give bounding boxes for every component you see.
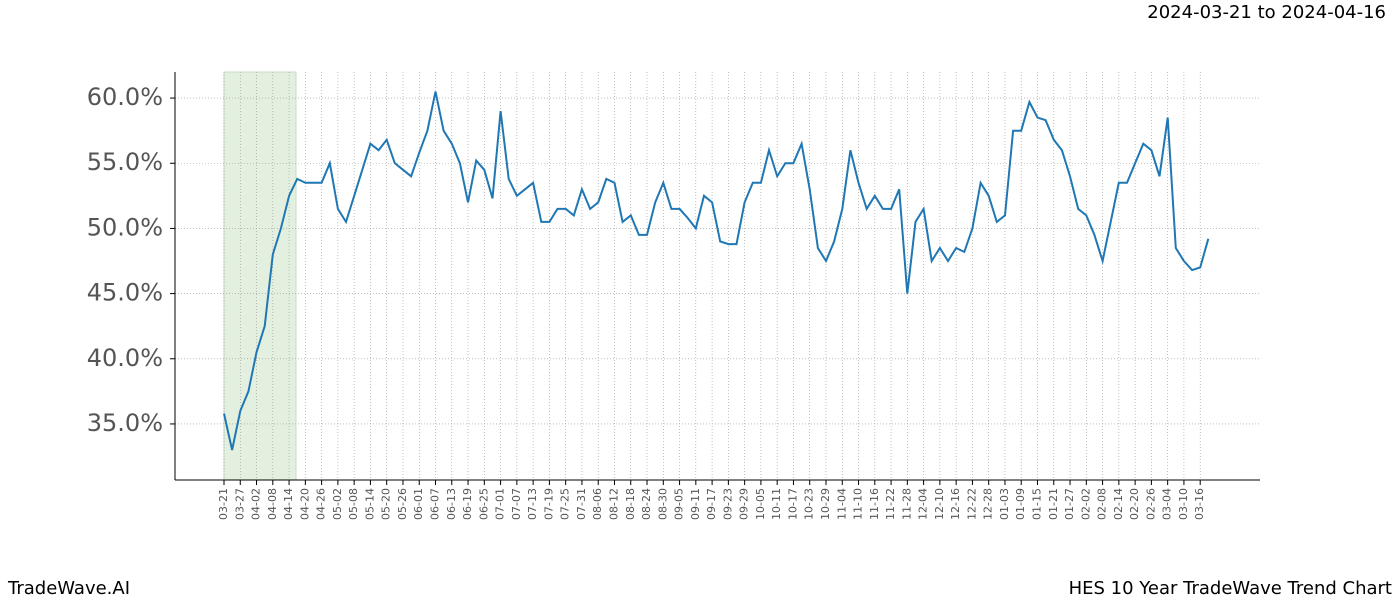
x-tick-label: 01-21 xyxy=(1047,488,1060,520)
x-tick-label: 04-26 xyxy=(315,488,328,520)
x-tick-label: 07-31 xyxy=(575,488,588,520)
y-tick-label: 35.0% xyxy=(87,409,163,437)
x-tick-label: 10-05 xyxy=(754,488,767,520)
x-tick-label: 06-19 xyxy=(461,488,474,520)
x-tick-label: 06-07 xyxy=(429,488,442,520)
x-tick-label: 08-30 xyxy=(656,488,669,520)
x-tick-label: 01-09 xyxy=(1014,488,1027,520)
x-tick-label: 12-16 xyxy=(949,488,962,520)
x-tick-label: 09-05 xyxy=(673,488,686,520)
x-tick-label: 12-10 xyxy=(933,488,946,520)
x-tick-label: 03-21 xyxy=(217,488,230,520)
x-tick-label: 09-11 xyxy=(689,488,702,520)
x-tick-label: 05-14 xyxy=(363,488,376,520)
date-range: 2024-03-21 to 2024-04-16 xyxy=(1147,2,1386,23)
x-tick-label: 05-20 xyxy=(380,488,393,520)
x-tick-label: 10-23 xyxy=(803,488,816,520)
x-tick-label: 07-19 xyxy=(542,488,555,520)
x-tick-label: 07-01 xyxy=(494,488,507,520)
highlight-span xyxy=(223,71,297,481)
x-tick-label: 07-07 xyxy=(510,488,523,520)
x-tick-label: 06-13 xyxy=(445,488,458,520)
x-tick-label: 04-14 xyxy=(282,488,295,520)
x-tick-label: 02-08 xyxy=(1096,488,1109,520)
x-tick-label: 02-02 xyxy=(1079,488,1092,520)
x-tick-label: 09-23 xyxy=(721,488,734,520)
x-tick-label: 02-20 xyxy=(1128,488,1141,520)
x-tick-label: 07-25 xyxy=(559,488,572,520)
x-tick-label: 01-15 xyxy=(1031,488,1044,520)
y-tick-label: 55.0% xyxy=(87,148,163,176)
x-tick-label: 08-24 xyxy=(640,488,653,520)
x-tick-label: 11-04 xyxy=(835,488,848,520)
x-tick-label: 09-17 xyxy=(705,488,718,520)
x-tick-label: 10-11 xyxy=(770,488,783,520)
x-tick-label: 05-26 xyxy=(396,488,409,520)
x-tick-label: 04-20 xyxy=(298,488,311,520)
x-tick-label: 12-04 xyxy=(917,488,930,520)
x-tick-label: 05-08 xyxy=(347,488,360,520)
x-tick-label: 12-28 xyxy=(982,488,995,520)
x-tick-label: 10-17 xyxy=(786,488,799,520)
x-tick-label: 06-25 xyxy=(477,488,490,520)
x-tick-label: 02-14 xyxy=(1112,488,1125,520)
x-tick-label: 11-16 xyxy=(868,488,881,520)
x-tick-label: 01-03 xyxy=(998,488,1011,520)
x-tick-label: 02-26 xyxy=(1144,488,1157,520)
x-tick-label: 04-02 xyxy=(250,488,263,520)
y-tick-label: 60.0% xyxy=(87,83,163,111)
x-tick-label: 12-22 xyxy=(965,488,978,520)
x-tick-label: 11-22 xyxy=(884,488,897,520)
x-tick-label: 09-29 xyxy=(738,488,751,520)
x-tick-label: 08-18 xyxy=(624,488,637,520)
x-tick-label: 06-01 xyxy=(412,488,425,520)
x-tick-label: 11-10 xyxy=(852,488,865,520)
x-tick-label: 04-08 xyxy=(266,488,279,520)
x-tick-label: 01-27 xyxy=(1063,488,1076,520)
trend-line xyxy=(223,91,1210,451)
plot: 35.0% 40.0% 45.0% 50.0% 55.0% 60.0% 03-21 03-27… xyxy=(87,72,1260,520)
y-tick-label: 50.0% xyxy=(87,213,163,241)
y-tick-label: 40.0% xyxy=(87,344,163,372)
x-tick-label: 03-10 xyxy=(1177,488,1190,520)
brand: TradeWave.AI xyxy=(7,578,130,599)
x-tick-label: 08-06 xyxy=(591,488,604,520)
x-tick-label: 03-27 xyxy=(233,488,246,520)
x-tick-label: 10-29 xyxy=(819,488,832,520)
x-tick-label: 08-12 xyxy=(607,488,620,520)
x-tick-label: 03-04 xyxy=(1161,488,1174,520)
x-tick-label: 07-13 xyxy=(526,488,539,520)
x-tick-label: 05-02 xyxy=(331,488,344,520)
x-tick-label: 03-16 xyxy=(1193,488,1206,520)
x-tick-label: 11-28 xyxy=(900,488,913,520)
chart-title: HES 10 Year TradeWave Trend Chart xyxy=(1069,578,1392,599)
y-tick-label: 45.0% xyxy=(87,279,163,307)
